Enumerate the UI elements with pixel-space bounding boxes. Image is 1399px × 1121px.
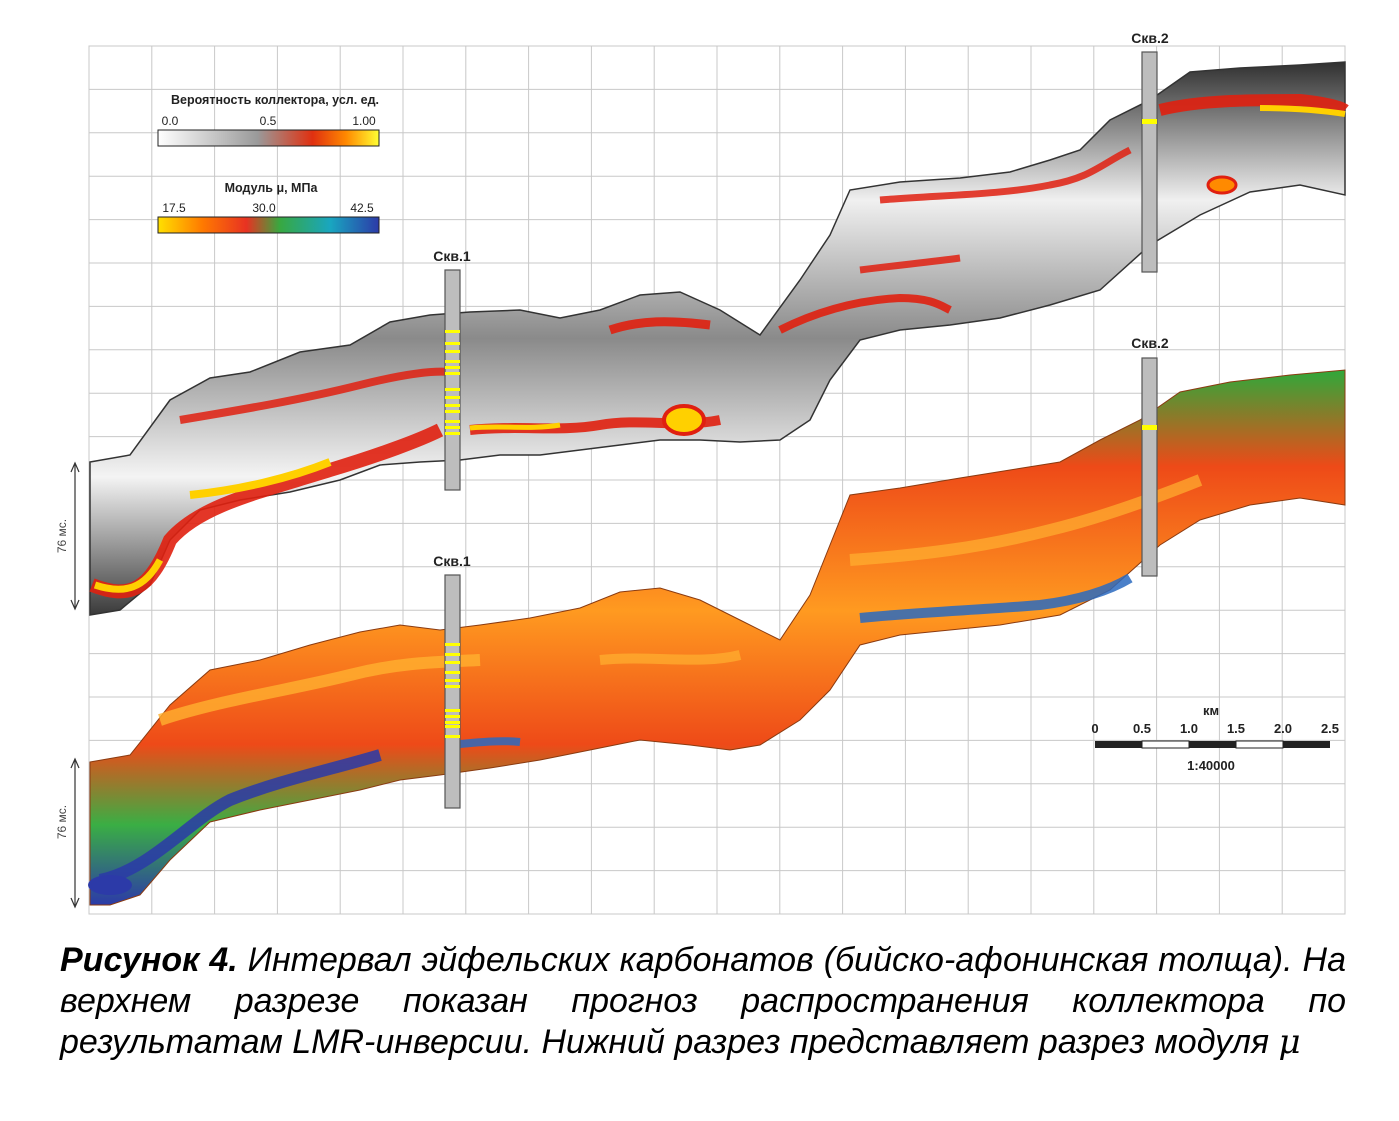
- legend-modulus: Модуль μ, МПа 17.5 30.0 42.5: [157, 181, 380, 234]
- legend-probability-title: Вероятность коллектора, усл. ед.: [171, 93, 379, 107]
- legend-probability-tick-0: 0.0: [162, 114, 179, 128]
- lower-well-1-label: Скв.1: [433, 553, 471, 569]
- lower-well-2: Скв.2: [1131, 335, 1169, 577]
- caption-symbol: μ: [1278, 1022, 1301, 1062]
- scale-bar: км 0 0.5 1.0 1.5 2.0 2.5 1:40000: [1091, 703, 1339, 773]
- upper-time-scale: 76 мс.: [55, 461, 80, 611]
- scale-bar-tick-5: 2.5: [1321, 721, 1339, 736]
- figure-caption: Рисунок 4. Интервал эйфельских карбонато…: [60, 940, 1346, 1063]
- legend-modulus-tick-1: 30.0: [252, 201, 276, 215]
- lower-well-1-reservoir-marks: [445, 643, 460, 738]
- upper-well-2: Скв.2: [1131, 30, 1169, 273]
- upper-well-1: Скв.1: [433, 248, 471, 491]
- lower-time-scale-label: 76 мс.: [55, 805, 69, 839]
- lower-modulus-section: [88, 369, 1346, 906]
- upper-well-1-label: Скв.1: [433, 248, 471, 264]
- upper-well-2-label: Скв.2: [1131, 30, 1169, 46]
- legend-probability: Вероятность коллектора, усл. ед. 0.0 0.5…: [157, 93, 380, 147]
- scale-bar-ratio: 1:40000: [1187, 758, 1235, 773]
- scale-bar-tick-2: 1.0: [1180, 721, 1198, 736]
- upper-seismic-section: [89, 61, 1349, 616]
- figure: Скв.1 Скв.2 Скв.1 Скв.2 Вероятность колл…: [55, 30, 1349, 915]
- scale-bar-unit: км: [1203, 703, 1219, 718]
- legend-modulus-tick-0: 17.5: [162, 201, 186, 215]
- legend-modulus-title: Модуль μ, МПа: [225, 181, 319, 195]
- lower-well-1: Скв.1: [433, 553, 471, 809]
- legend-modulus-tick-2: 42.5: [350, 201, 374, 215]
- lower-time-scale: 76 мс.: [55, 757, 80, 909]
- caption-text: Интервал эйфельских карбонатов (бийско-а…: [60, 941, 1346, 1061]
- lower-well-2-label: Скв.2: [1131, 335, 1169, 351]
- scale-bar-tick-4: 2.0: [1274, 721, 1292, 736]
- scale-bar-tick-1: 0.5: [1133, 721, 1151, 736]
- caption-label: Рисунок 4.: [60, 941, 238, 979]
- legend-probability-tick-1: 0.5: [260, 114, 277, 128]
- legend-probability-colorbar: [157, 129, 380, 147]
- scale-bar-tick-3: 1.5: [1227, 721, 1245, 736]
- upper-time-scale-label: 76 мс.: [55, 519, 69, 553]
- legend-probability-tick-2: 1.00: [352, 114, 376, 128]
- scale-bar-tick-0: 0: [1091, 721, 1098, 736]
- legend-modulus-colorbar: [157, 216, 380, 234]
- upper-well-1-reservoir-marks: [445, 330, 460, 435]
